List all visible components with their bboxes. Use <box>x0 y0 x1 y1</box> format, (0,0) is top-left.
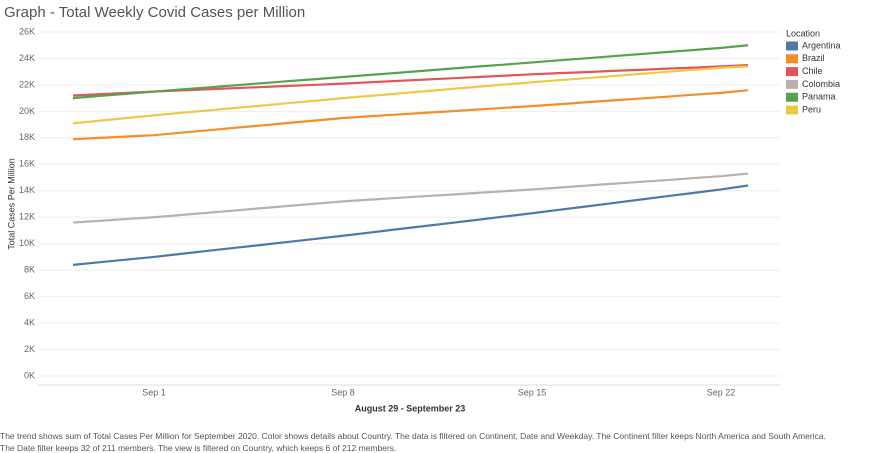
y-tick-label: 0K <box>24 370 35 380</box>
legend-swatch <box>786 54 798 64</box>
y-tick-label: 18K <box>19 132 35 142</box>
y-tick-label: 4K <box>24 317 35 327</box>
series-line <box>72 44 749 100</box>
chart: Graph - Total Weekly Covid Cases per Mil… <box>4 4 841 413</box>
y-tick-label: 16K <box>19 159 35 169</box>
series-line <box>72 65 749 125</box>
y-tick-label: 14K <box>19 185 35 195</box>
y-tick-label: 20K <box>19 106 35 116</box>
y-tick-label: 24K <box>19 53 35 63</box>
legend-swatch <box>786 41 798 51</box>
series-line <box>72 172 749 224</box>
caption: The Date filter keeps 32 of 211 members.… <box>0 443 397 453</box>
x-tick-label: Sep 22 <box>707 387 736 397</box>
x-tick-label: Sep 15 <box>518 387 547 397</box>
y-tick-label: 8K <box>24 265 35 275</box>
legend-title: Location <box>786 28 820 38</box>
y-tick-label: 6K <box>24 291 35 301</box>
series-line <box>72 184 749 266</box>
x-tick-label: Sep 8 <box>331 387 355 397</box>
x-axis-label: August 29 - September 23 <box>355 403 466 413</box>
legend-label: Argentina <box>802 40 841 50</box>
y-axis-label: Total Cases Per Million <box>6 158 16 250</box>
caption: The trend shows sum of Total Cases Per M… <box>0 431 826 441</box>
legend-swatch <box>786 92 798 102</box>
legend-label: Panama <box>802 92 836 102</box>
legend-swatch <box>786 79 798 89</box>
y-tick-label: 26K <box>19 26 35 36</box>
legend-label: Colombia <box>802 79 840 89</box>
legend-swatch <box>786 105 798 115</box>
series-line <box>72 89 749 141</box>
y-tick-label: 12K <box>19 212 35 222</box>
y-tick-label: 22K <box>19 79 35 89</box>
legend-swatch <box>786 67 798 77</box>
chart-title: Graph - Total Weekly Covid Cases per Mil… <box>4 4 305 21</box>
legend-label: Peru <box>802 104 821 114</box>
y-tick-label: 10K <box>19 238 35 248</box>
x-tick-label: Sep 1 <box>142 387 166 397</box>
legend-label: Brazil <box>802 53 825 63</box>
y-tick-label: 2K <box>24 344 35 354</box>
legend-label: Chile <box>802 66 823 76</box>
